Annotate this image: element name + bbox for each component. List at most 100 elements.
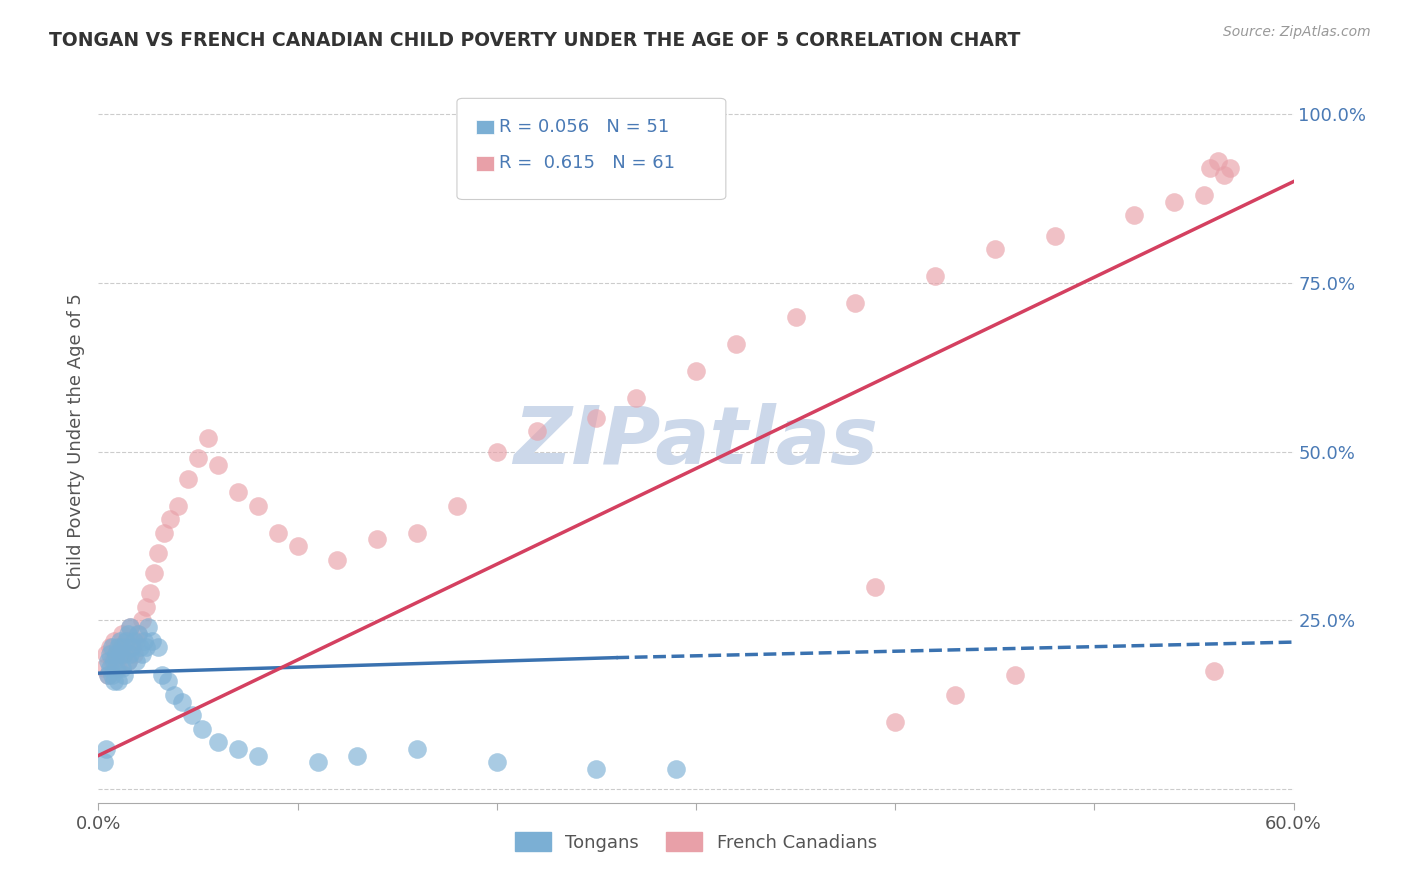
Point	[129, 640, 152, 655]
Point	[446, 499, 468, 513]
Point	[150, 667, 173, 681]
Point	[105, 647, 128, 661]
Point	[103, 674, 125, 689]
Point	[148, 640, 170, 655]
Point	[125, 633, 148, 648]
Point	[143, 566, 166, 581]
Point	[1199, 161, 1222, 175]
Point	[226, 485, 249, 500]
Point	[96, 647, 118, 661]
Point	[124, 633, 146, 648]
Point	[131, 647, 153, 661]
Point	[984, 242, 1007, 256]
Point	[172, 694, 194, 708]
Point	[1163, 194, 1185, 209]
Point	[111, 661, 134, 675]
Point	[107, 661, 129, 675]
Point	[141, 633, 163, 648]
Point	[191, 722, 214, 736]
Point	[111, 627, 134, 641]
Point	[97, 654, 120, 668]
Text: R =  0.615   N = 61: R = 0.615 N = 61	[499, 154, 675, 172]
Point	[724, 336, 747, 351]
Point	[110, 647, 132, 661]
Point	[163, 688, 186, 702]
Point	[127, 627, 149, 641]
Point	[246, 748, 269, 763]
Point	[120, 647, 142, 661]
Point	[110, 640, 132, 655]
Point	[307, 756, 329, 770]
Point	[267, 525, 290, 540]
Point	[406, 741, 429, 756]
Point	[287, 539, 309, 553]
Point	[485, 444, 508, 458]
Point	[1004, 667, 1026, 681]
Point	[148, 546, 170, 560]
Point	[924, 269, 946, 284]
Point	[246, 499, 269, 513]
FancyBboxPatch shape	[457, 98, 725, 200]
Point	[111, 640, 134, 655]
Point	[120, 620, 142, 634]
Point	[105, 661, 128, 675]
Point	[207, 458, 229, 472]
Point	[685, 364, 707, 378]
Point	[96, 741, 118, 756]
Point	[107, 674, 129, 689]
Y-axis label: Child Poverty Under the Age of 5: Child Poverty Under the Age of 5	[66, 293, 84, 590]
Point	[136, 620, 159, 634]
Point	[110, 633, 132, 648]
Text: TONGAN VS FRENCH CANADIAN CHILD POVERTY UNDER THE AGE OF 5 CORRELATION CHART: TONGAN VS FRENCH CANADIAN CHILD POVERTY …	[49, 31, 1021, 50]
Point	[134, 633, 156, 648]
Point	[127, 627, 149, 641]
Point	[157, 674, 180, 689]
Point	[117, 654, 139, 668]
Point	[98, 647, 122, 661]
Point	[326, 552, 349, 566]
Point	[1043, 228, 1066, 243]
Point	[207, 735, 229, 749]
Point	[112, 667, 135, 681]
Point	[135, 599, 157, 614]
Point	[101, 654, 124, 668]
Point	[943, 688, 966, 702]
Point	[115, 633, 138, 648]
Point	[97, 667, 120, 681]
Point	[117, 654, 139, 668]
Point	[105, 647, 128, 661]
Point	[884, 714, 907, 729]
Point	[98, 640, 122, 655]
Point	[665, 762, 688, 776]
Point	[485, 756, 508, 770]
Point	[101, 640, 124, 655]
Point	[346, 748, 368, 763]
Point	[187, 451, 209, 466]
FancyBboxPatch shape	[477, 156, 494, 170]
Point	[1219, 161, 1241, 175]
Point	[121, 640, 143, 655]
Point	[1192, 188, 1215, 202]
Point	[121, 640, 143, 655]
Point	[177, 472, 200, 486]
Point	[366, 533, 388, 547]
Point	[585, 762, 607, 776]
Point	[785, 310, 807, 324]
Point	[115, 633, 138, 648]
Point	[93, 661, 115, 675]
Point	[197, 431, 219, 445]
Point	[112, 647, 135, 661]
Text: ZIPatlas: ZIPatlas	[513, 402, 879, 481]
Text: Source: ZipAtlas.com: Source: ZipAtlas.com	[1223, 25, 1371, 39]
Point	[139, 586, 162, 600]
Point	[1206, 154, 1229, 169]
Point	[167, 499, 190, 513]
Point	[103, 654, 125, 668]
Point	[103, 633, 125, 648]
Point	[1202, 664, 1225, 678]
Point	[865, 580, 887, 594]
Legend: Tongans, French Canadians: Tongans, French Canadians	[508, 825, 884, 859]
Point	[125, 654, 148, 668]
Point	[101, 667, 124, 681]
Point	[585, 411, 607, 425]
